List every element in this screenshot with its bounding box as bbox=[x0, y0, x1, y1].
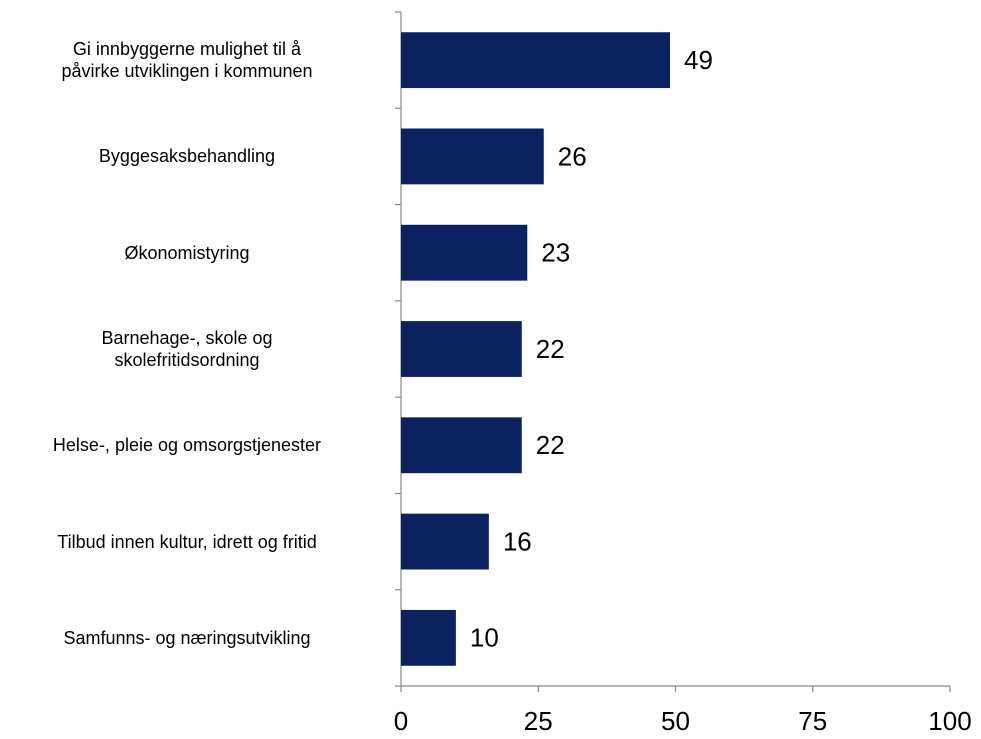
bar bbox=[401, 224, 528, 281]
x-tick-label: 0 bbox=[394, 706, 408, 736]
category-label: Barnehage-, skole og skolefritidsordning bbox=[101, 328, 273, 370]
x-tick-label: 75 bbox=[798, 706, 827, 736]
x-tick-label: 25 bbox=[524, 706, 553, 736]
x-tick-label: 50 bbox=[661, 706, 690, 736]
bar bbox=[401, 417, 522, 474]
value-label: 23 bbox=[541, 238, 570, 268]
value-label: 10 bbox=[470, 623, 499, 653]
bar bbox=[401, 513, 489, 570]
bar bbox=[401, 128, 544, 185]
category-label: Samfunns- og næringsutvikling bbox=[63, 627, 311, 648]
value-label: 22 bbox=[536, 430, 565, 460]
category-label: Gi innbyggerne mulighet til å påvirke ut… bbox=[61, 39, 313, 82]
category-label: Byggesaksbehandling bbox=[98, 146, 276, 167]
value-label: 26 bbox=[558, 141, 587, 171]
x-tick-label: 100 bbox=[928, 706, 971, 736]
category-label: Helse-, pleie og omsorgstjenester bbox=[52, 435, 322, 456]
value-label: 16 bbox=[503, 526, 532, 556]
bar bbox=[401, 321, 522, 377]
bar bbox=[401, 609, 456, 666]
category-label: Økonomistyring bbox=[124, 242, 250, 263]
value-label: 49 bbox=[684, 45, 713, 75]
value-label: 22 bbox=[536, 334, 565, 364]
category-label: Tilbud innen kultur, idrett og fritid bbox=[57, 531, 317, 552]
bar bbox=[401, 32, 671, 89]
